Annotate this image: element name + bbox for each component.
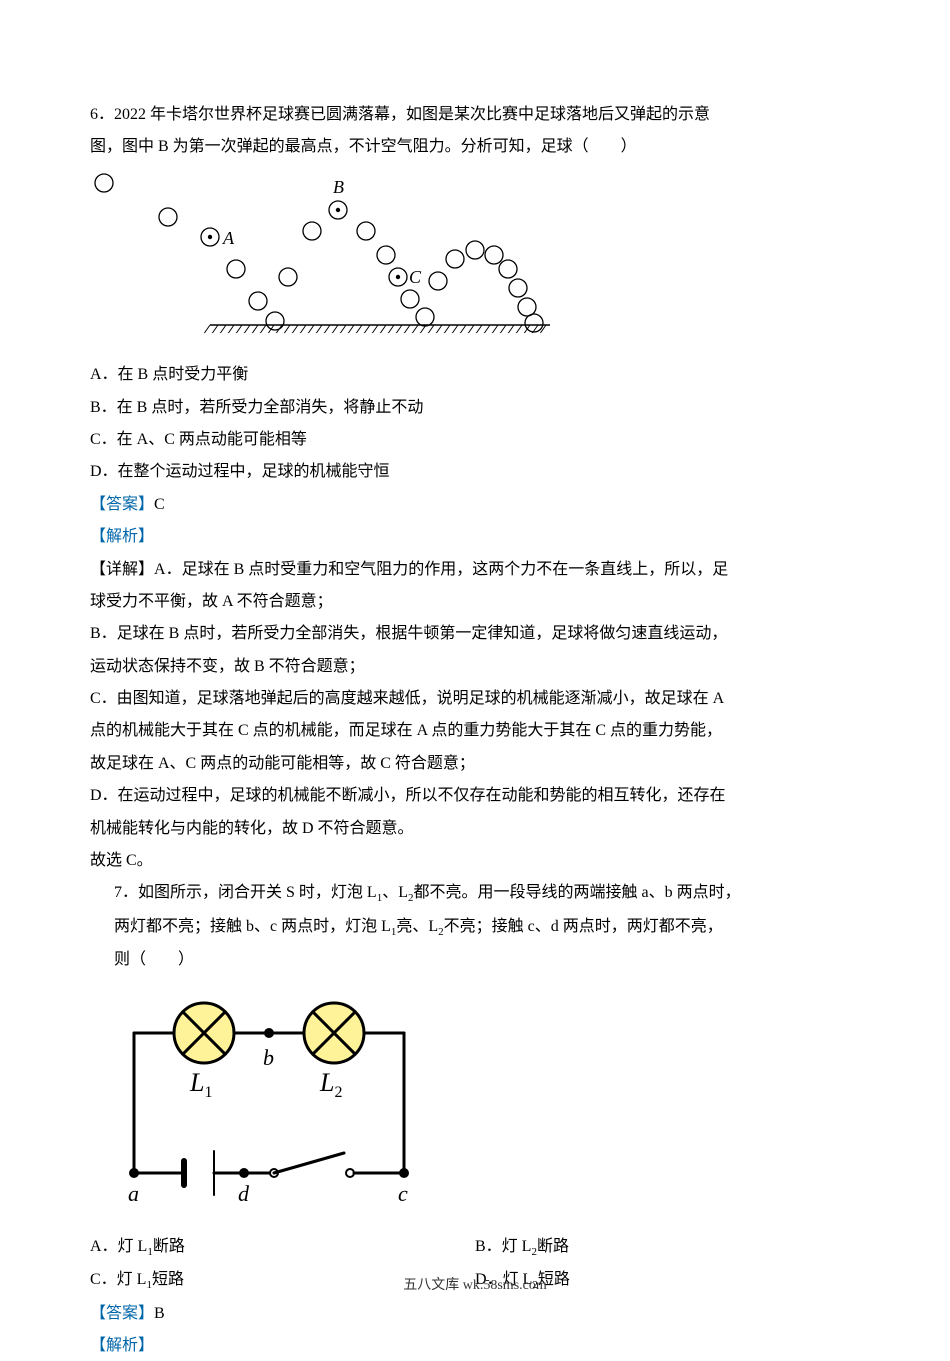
q7-answer: 【答案】B: [90, 1299, 860, 1329]
page-footer: 五八文库 wk.58sms.com: [0, 1273, 950, 1300]
q6-detail-a1: 【详解】A．足球在 B 点时受重力和空气阻力的作用，这两个力不在一条直线上，所以…: [90, 555, 860, 585]
svg-text:c: c: [398, 1181, 408, 1206]
q7-option-b: B．灯 L2断路: [475, 1232, 860, 1263]
answer-value: B: [154, 1305, 165, 1322]
svg-text:L1: L1: [189, 1068, 212, 1101]
q6-stem-line1: 6．2022 年卡塔尔世界杯足球赛已圆满落幕，如图是某次比赛中足球落地后又弹起的…: [90, 100, 860, 130]
q7-stem-line3: 则（ ）: [90, 945, 860, 975]
q7-figure: L1 L2 b a c d: [90, 983, 860, 1224]
svg-text:d: d: [238, 1181, 250, 1206]
q7-s1p: 7．如图所示，闭合开关 S 时，灯泡 L: [114, 884, 377, 901]
detail-label: 【详解】: [90, 561, 154, 578]
q6-expA1: A．足球在 B 点时受重力和空气阻力的作用，这两个力不在一条直线上，所以，足: [154, 561, 728, 578]
q6-detail-c2: 点的机械能大于其在 C 点的机械能，而足球在 A 点的重力势能大于其在 C 点的…: [90, 716, 860, 746]
q6-detail-b1: B．足球在 B 点时，若所受力全部消失，根据牛顿第一定律知道，足球将做匀速直线运…: [90, 619, 860, 649]
svg-text:B: B: [333, 177, 344, 197]
q6-answer: 【答案】C: [90, 490, 860, 520]
q7-s2m: 亮、L: [396, 918, 438, 935]
q6-detail-b2: 运动状态保持不变，故 B 不符合题意；: [90, 652, 860, 682]
q6-option-a: A．在 B 点时受力平衡: [90, 360, 860, 390]
q6-detail-c1: C．由图知道，足球落地弹起后的高度越来越低，说明足球的机械能逐渐减小，故足球在 …: [90, 684, 860, 714]
q7-option-row-1: A．灯 L1断路 B．灯 L2断路: [90, 1232, 860, 1265]
svg-text:C: C: [409, 267, 422, 287]
svg-text:b: b: [263, 1045, 274, 1070]
q6-detail-d1: D．在运动过程中，足球的机械能不断减小，所以不仅存在动能和势能的相互转化，还存在: [90, 781, 860, 811]
q6-option-c: C．在 A、C 两点动能可能相等: [90, 425, 860, 455]
q7-option-a: A．灯 L1断路: [90, 1232, 475, 1263]
q7-s1e: 都不亮。用一段导线的两端接触 a、b 两点时，: [413, 884, 740, 901]
q6-option-b: B．在 B 点时，若所受力全部消失，将静止不动: [90, 393, 860, 423]
q7-s1m: 、L: [382, 884, 408, 901]
q6-detail-d2: 机械能转化与内能的转化，故 D 不符合题意。: [90, 814, 860, 844]
q7-s2p: 两灯都不亮；接触 b、c 两点时，灯泡 L: [114, 918, 391, 935]
q7-s2e: 不亮；接触 c、d 两点时，两灯都不亮，: [444, 918, 723, 935]
answer-value: C: [154, 496, 165, 513]
optB-post: 断路: [537, 1238, 569, 1255]
q6-detail-c3: 故足球在 A、C 两点的动能可能相等，故 C 符合题意；: [90, 749, 860, 779]
q6-conclude: 故选 C。: [90, 846, 860, 876]
svg-text:L2: L2: [319, 1068, 342, 1101]
answer-label: 【答案】: [90, 496, 154, 513]
q7-stem-line1: 7．如图所示，闭合开关 S 时，灯泡 L1、L2都不亮。用一段导线的两端接触 a…: [90, 878, 860, 909]
q6-explain-label: 【解析】: [90, 522, 860, 552]
svg-text:a: a: [128, 1181, 139, 1206]
optA-post: 断路: [153, 1238, 185, 1255]
optA-pre: A．灯 L: [90, 1238, 147, 1255]
q6-stem-line2: 图，图中 B 为第一次弹起的最高点，不计空气阻力。分析可知，足球（ ）: [90, 132, 860, 162]
answer-label: 【答案】: [90, 1305, 154, 1322]
q6-option-d: D．在整个运动过程中，足球的机械能守恒: [90, 457, 860, 487]
q7-explain-label: 【解析】: [90, 1331, 860, 1361]
optB-pre: B．灯 L: [475, 1238, 531, 1255]
svg-text:A: A: [222, 228, 235, 248]
q6-detail-a2: 球受力不平衡，故 A 不符合题意；: [90, 587, 860, 617]
q6-figure: A B C: [90, 171, 860, 352]
q7-stem-line2: 两灯都不亮；接触 b、c 两点时，灯泡 L1亮、L2不亮；接触 c、d 两点时，…: [90, 912, 860, 943]
